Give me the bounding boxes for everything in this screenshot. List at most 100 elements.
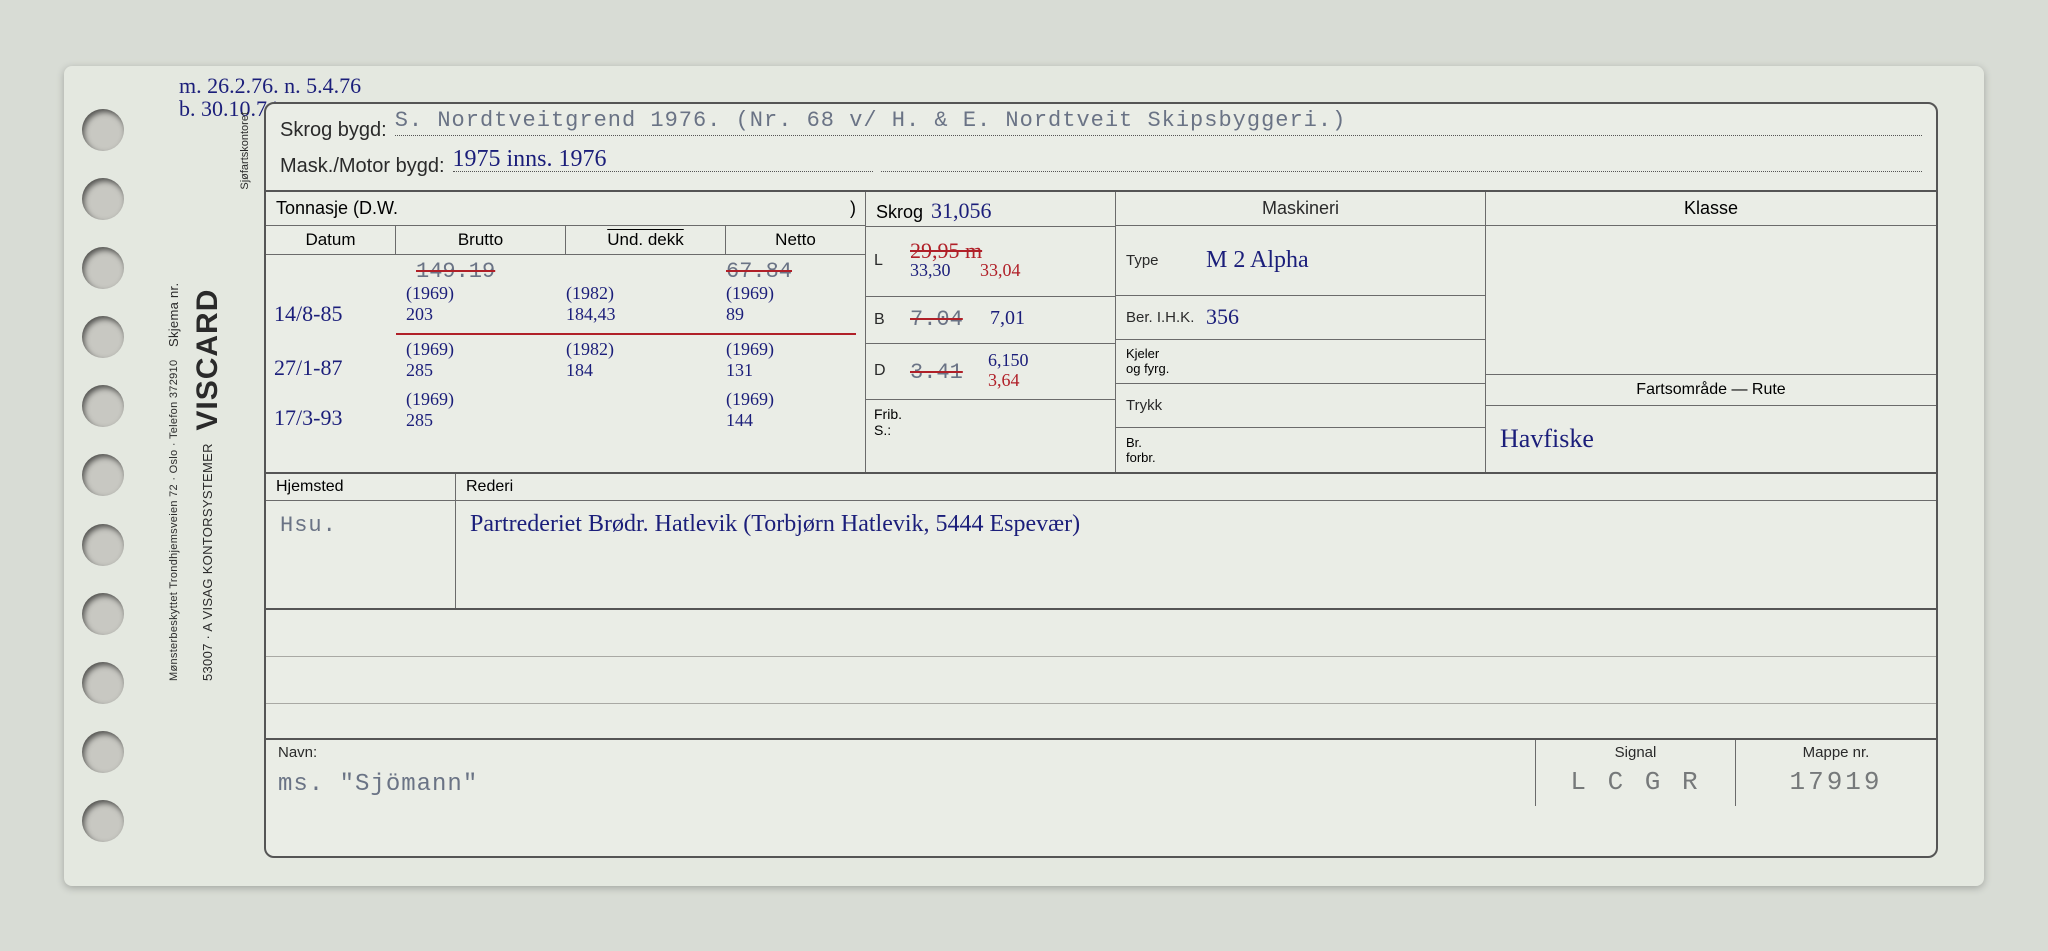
type-label: Type xyxy=(1126,252,1196,269)
datum-1: 14/8-85 xyxy=(274,301,342,327)
trykk-row: Trykk xyxy=(1116,384,1485,428)
skrog-title: Skrog xyxy=(876,202,923,223)
netto-2: (1969) 131 xyxy=(726,339,774,381)
brutto-0: 149.19 xyxy=(416,259,495,284)
D-mid: 6,150 xyxy=(988,350,1029,371)
netto-1: (1969) 89 xyxy=(726,283,774,325)
rederi-cell: Rederi Partrederiet Brødr. Hatlevik (Tor… xyxy=(456,474,1936,608)
binder-holes xyxy=(82,66,124,886)
motor-bygd-value: 1975 inns. 1976 xyxy=(453,146,607,173)
mappe-cell: Mappe nr. 17919 xyxy=(1736,740,1936,806)
navn-label: Navn: xyxy=(278,744,1523,761)
klasse-body xyxy=(1486,226,1936,375)
signal-value: L C G R xyxy=(1548,761,1723,797)
skrog-L-row: L 29,95 m 33,30 33,04 xyxy=(866,227,1115,297)
br-row: Br. forbr. xyxy=(1116,428,1485,472)
klasse-column: Klasse Fartsområde — Rute Havfiske xyxy=(1486,192,1936,472)
brand-logo: VISCARD xyxy=(191,288,224,430)
motor-bygd-line: Mask./Motor bygd: 1975 inns. 1976 xyxy=(280,148,1922,178)
sjofartskontoret-label: Sjøfartskontoret xyxy=(239,112,251,190)
fartsomrade-label: Fartsområde — Rute xyxy=(1486,375,1936,406)
ihk-value: 356 xyxy=(1206,304,1239,330)
hjemsted-value: Hsu. xyxy=(280,513,337,538)
hjemsted-rederi-row: Hjemsted Hsu. Rederi Partrederiet Brødr.… xyxy=(266,474,1936,610)
motor-bygd-blank xyxy=(881,148,1922,172)
motor-bygd-label: Mask./Motor bygd: xyxy=(280,155,445,178)
bottom-row: Navn: ms. "Sjömann" Signal L C G R Mappe… xyxy=(266,740,1936,806)
skrog-D-row: D 3.41 6,150 3,64 xyxy=(866,344,1115,400)
rederi-label: Rederi xyxy=(456,474,1936,501)
datum-2: 27/1-87 xyxy=(274,355,342,381)
B-label: B xyxy=(874,311,902,329)
skrog-bygd-value-line: S. Nordtveitgrend 1976. (Nr. 68 v/ H. & … xyxy=(395,112,1922,136)
frib-row: Frib. S.: xyxy=(866,400,1115,444)
brutto-2: (1969) 285 xyxy=(406,339,454,381)
mappe-value: 17919 xyxy=(1748,761,1924,797)
signal-cell: Signal L C G R xyxy=(1536,740,1736,806)
rederi-value: Partrederiet Brødr. Hatlevik (Torbjørn H… xyxy=(470,511,1080,537)
B-new: 7,01 xyxy=(990,307,1025,330)
maskineri-column: Maskineri Type M 2 Alpha Ber. I.H.K. 356… xyxy=(1116,192,1486,472)
col-unddekk: Und. dekk xyxy=(566,226,726,255)
tonnasje-body: 149.19 67.84 14/8-85 (1969) 203 (1982) 1… xyxy=(266,255,866,465)
hjemsted-label: Hjemsted xyxy=(266,474,455,501)
navn-cell: Navn: ms. "Sjömann" xyxy=(266,740,1536,806)
skrog-bygd-value: S. Nordtveitgrend 1976. (Nr. 68 v/ H. & … xyxy=(395,108,1347,133)
netto-0: 67.84 xyxy=(726,259,792,284)
skrog-bygd-line: Skrog bygd: S. Nordtveitgrend 1976. (Nr.… xyxy=(280,112,1922,142)
tonnasje-title: Tonnasje (D.W. xyxy=(276,198,398,219)
B-old: 7.04 xyxy=(910,307,963,332)
frib-label: Frib. S.: xyxy=(874,406,902,438)
maskineri-title: Maskineri xyxy=(1116,192,1485,226)
type-row: Type M 2 Alpha xyxy=(1116,226,1485,296)
skrog-bygd-label: Skrog bygd: xyxy=(280,119,387,142)
kjeler-row: Kjeler og fyrg. xyxy=(1116,340,1485,384)
tonnasje-column: Tonnasje (D.W. ) Datum Brutto Und. dekk … xyxy=(266,192,866,472)
L-label: L xyxy=(874,252,902,270)
L-alt: 33,30 xyxy=(910,260,951,281)
klasse-title: Klasse xyxy=(1486,192,1936,226)
kjeler-label: Kjeler og fyrg. xyxy=(1126,346,1169,376)
D-values: 3.41 6,150 3,64 xyxy=(910,352,1107,390)
index-card: m. 26.2.76. n. 5.4.76 b. 30.10.74 Mønste… xyxy=(64,66,1984,886)
trykk-label: Trykk xyxy=(1126,397,1196,414)
col-datum: Datum xyxy=(266,226,396,255)
und-2: (1982) 184 xyxy=(566,339,614,381)
D-old: 3.41 xyxy=(910,360,963,385)
signal-label: Signal xyxy=(1548,744,1723,761)
col-netto: Netto xyxy=(726,226,866,255)
skrog-column: Skrog 31,056 L 29,95 m 33,30 33,04 B 7.0… xyxy=(866,192,1116,472)
brutto-3: (1969) 285 xyxy=(406,389,454,431)
mappe-label: Mappe nr. xyxy=(1748,744,1924,761)
navn-value: ms. "Sjömann" xyxy=(278,761,1523,798)
card-body: Skrog bygd: S. Nordtveitgrend 1976. (Nr.… xyxy=(264,102,1938,858)
header-block: Skrog bygd: S. Nordtveitgrend 1976. (Nr.… xyxy=(266,104,1936,192)
skrog-B-row: B 7.04 7,01 xyxy=(866,297,1115,344)
br-label: Br. forbr. xyxy=(1126,435,1156,465)
netto-3: (1969) 144 xyxy=(726,389,774,431)
tonnasje-title-right: ) xyxy=(850,198,856,219)
side-line3: Mønsterbeskyttet Trondhjemsveien 72 · Os… xyxy=(168,359,180,680)
B-values: 7.04 7,01 xyxy=(910,301,1107,339)
hjemsted-cell: Hjemsted Hsu. xyxy=(266,474,456,608)
skrog-title-value: 31,056 xyxy=(931,198,992,224)
tonnasje-table: Tonnasje (D.W. ) Datum Brutto Und. dekk … xyxy=(266,192,865,465)
ihk-row: Ber. I.H.K. 356 xyxy=(1116,296,1485,340)
skrog-header: Skrog 31,056 xyxy=(866,192,1115,227)
tonnasje-header: Tonnasje (D.W. ) xyxy=(266,192,866,226)
col-brutto: Brutto xyxy=(396,226,566,255)
und-1: (1982) 184,43 xyxy=(566,283,616,325)
datum-3: 17/3-93 xyxy=(274,405,342,431)
L-alt2: 33,04 xyxy=(980,260,1021,281)
ihk-label: Ber. I.H.K. xyxy=(1126,309,1196,326)
main-grid: Tonnasje (D.W. ) Datum Brutto Und. dekk … xyxy=(266,192,1936,474)
brutto-1: (1969) 203 xyxy=(406,283,454,325)
note-line-1: m. 26.2.76. n. 5.4.76 xyxy=(179,74,361,97)
D-new: 3,64 xyxy=(988,370,1020,391)
motor-bygd-value-line: 1975 inns. 1976 xyxy=(453,148,873,172)
type-value: M 2 Alpha xyxy=(1206,247,1309,274)
L-values: 29,95 m 33,30 33,04 xyxy=(910,242,1107,280)
blank-ruled-area xyxy=(266,610,1936,740)
D-label: D xyxy=(874,362,902,380)
fartsomrade-value: Havfiske xyxy=(1486,406,1936,472)
